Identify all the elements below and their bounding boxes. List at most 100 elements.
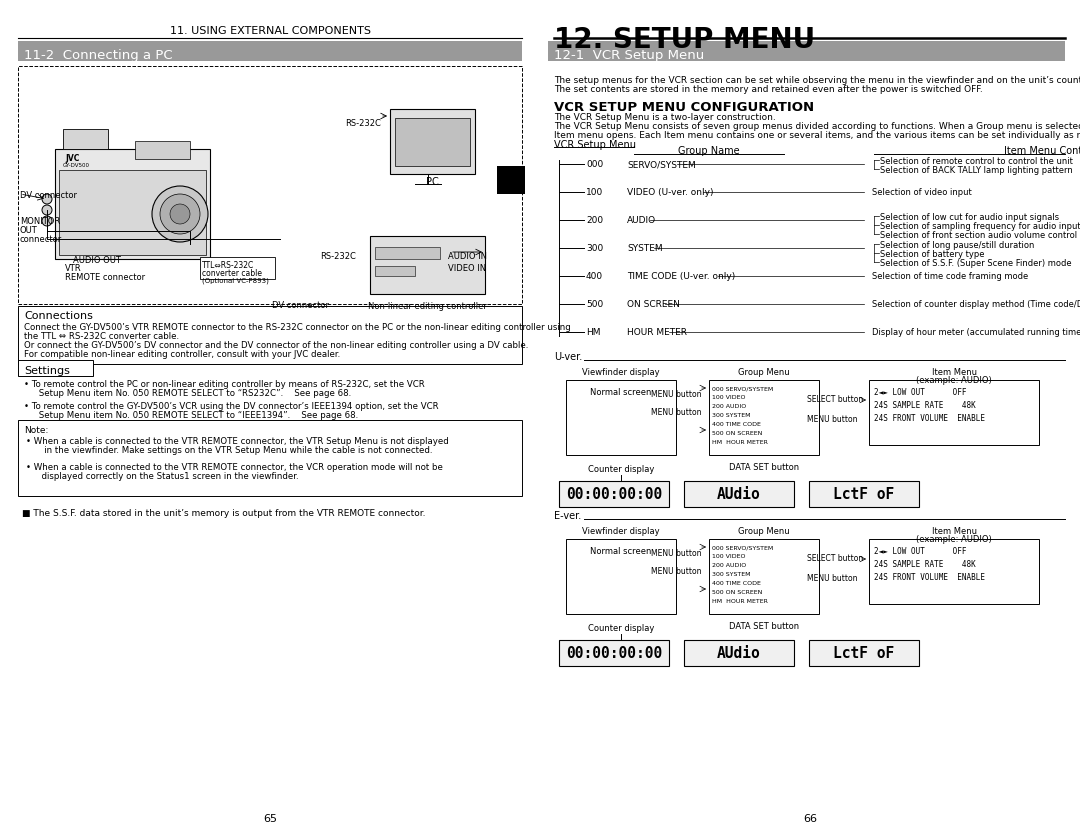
Bar bbox=[548, 41, 1065, 61]
Text: ■ The S.S.F. data stored in the unit’s memory is output from the VTR REMOTE conn: ■ The S.S.F. data stored in the unit’s m… bbox=[22, 509, 426, 518]
Text: 2◄► LOW OUT      OFF: 2◄► LOW OUT OFF bbox=[874, 388, 967, 397]
Bar bbox=[809, 481, 919, 507]
Text: 300 SYSTEM: 300 SYSTEM bbox=[712, 572, 751, 577]
Text: The VCR Setup Menu consists of seven group menus divided according to functions.: The VCR Setup Menu consists of seven gro… bbox=[554, 122, 1080, 131]
Circle shape bbox=[152, 186, 208, 242]
Text: 400: 400 bbox=[586, 272, 603, 281]
Text: 100 VIDEO: 100 VIDEO bbox=[712, 395, 745, 400]
Text: DV connector: DV connector bbox=[271, 301, 328, 310]
Text: 500 ON SCREEN: 500 ON SCREEN bbox=[712, 590, 762, 595]
Bar bbox=[375, 266, 415, 276]
Text: 000 SERVO/SYSTEM: 000 SERVO/SYSTEM bbox=[712, 545, 773, 550]
Bar bbox=[18, 360, 93, 376]
Text: AUDIO OUT: AUDIO OUT bbox=[73, 256, 121, 265]
Text: DATA SET button: DATA SET button bbox=[729, 622, 799, 631]
Text: Display of hour meter (accumulated running time of head drum): Display of hour meter (accumulated runni… bbox=[872, 328, 1080, 337]
Bar bbox=[566, 380, 676, 455]
Text: 66: 66 bbox=[804, 814, 816, 824]
Text: SYSTEM: SYSTEM bbox=[627, 244, 663, 253]
Bar bbox=[809, 640, 919, 666]
Text: 11. USING EXTERNAL COMPONENTS: 11. USING EXTERNAL COMPONENTS bbox=[170, 26, 370, 36]
Text: 2◄► LOW OUT      OFF: 2◄► LOW OUT OFF bbox=[874, 547, 967, 556]
Text: VCR Setup Menu: VCR Setup Menu bbox=[554, 140, 636, 150]
Text: converter cable: converter cable bbox=[202, 269, 262, 278]
Text: Selection of video input: Selection of video input bbox=[872, 188, 972, 197]
Circle shape bbox=[42, 216, 52, 226]
Text: (Optional VC-P893): (Optional VC-P893) bbox=[202, 277, 269, 284]
Text: GY-DV500: GY-DV500 bbox=[63, 163, 90, 168]
Bar bbox=[869, 539, 1039, 604]
Text: Selection of front section audio volume control: Selection of front section audio volume … bbox=[880, 231, 1077, 240]
Bar bbox=[708, 539, 819, 614]
Text: The set contents are stored in the memory and retained even after the power is s: The set contents are stored in the memor… bbox=[554, 85, 983, 94]
Text: 00:00:00:00: 00:00:00:00 bbox=[566, 487, 662, 502]
Text: Selection of remote control to control the unit: Selection of remote control to control t… bbox=[880, 157, 1072, 166]
Text: Non-linear editing controller: Non-linear editing controller bbox=[367, 302, 486, 311]
Text: the TTL ⇔ RS-232C converter cable.: the TTL ⇔ RS-232C converter cable. bbox=[24, 332, 179, 341]
Text: Group Menu: Group Menu bbox=[739, 368, 789, 377]
Circle shape bbox=[42, 205, 52, 215]
Text: in the viewfinder. Make settings on the VTR Setup Menu while the cable is not co: in the viewfinder. Make settings on the … bbox=[36, 446, 432, 455]
Text: 24S FRONT VOLUME  ENABLE: 24S FRONT VOLUME ENABLE bbox=[874, 573, 985, 582]
Text: 000: 000 bbox=[586, 160, 604, 169]
Circle shape bbox=[42, 194, 52, 204]
Text: DATA SET button: DATA SET button bbox=[729, 463, 799, 472]
Text: 65: 65 bbox=[264, 814, 276, 824]
Text: 100: 100 bbox=[586, 188, 604, 197]
Text: Settings: Settings bbox=[24, 366, 70, 376]
Text: Selection of counter display method (Time code/Date/Time): Selection of counter display method (Tim… bbox=[872, 300, 1080, 309]
Text: 24S FRONT VOLUME  ENABLE: 24S FRONT VOLUME ENABLE bbox=[874, 414, 985, 423]
Text: OUT: OUT bbox=[21, 226, 38, 235]
Text: JVC: JVC bbox=[65, 154, 79, 163]
Bar bbox=[559, 481, 669, 507]
Bar bbox=[684, 481, 794, 507]
Text: VIDEO (U-ver. only): VIDEO (U-ver. only) bbox=[627, 188, 714, 197]
Text: PC: PC bbox=[426, 177, 438, 187]
Text: Or connect the GY-DV500’s DV connector and the DV connector of the non-linear ed: Or connect the GY-DV500’s DV connector a… bbox=[24, 341, 528, 350]
Text: MENU button: MENU button bbox=[651, 567, 702, 576]
Text: Viewfinder display: Viewfinder display bbox=[582, 527, 660, 536]
Text: Viewfinder display: Viewfinder display bbox=[582, 368, 660, 377]
Text: DV connector: DV connector bbox=[21, 191, 77, 200]
Text: SELECT button: SELECT button bbox=[807, 554, 863, 563]
Text: 100 VIDEO: 100 VIDEO bbox=[712, 554, 745, 559]
Bar bbox=[708, 380, 819, 455]
Text: MENU button: MENU button bbox=[651, 549, 702, 558]
Text: • To remote control the GY-DV500’s VCR using the DV connector’s IEEE1394 option,: • To remote control the GY-DV500’s VCR u… bbox=[24, 402, 438, 411]
Text: MENU button: MENU button bbox=[807, 415, 858, 424]
Text: (example: AUDIO): (example: AUDIO) bbox=[916, 535, 991, 544]
Text: Connections: Connections bbox=[24, 311, 93, 321]
Bar bbox=[59, 170, 206, 255]
Text: TIME CODE (U-ver. only): TIME CODE (U-ver. only) bbox=[627, 272, 735, 281]
Text: 400 TIME CODE: 400 TIME CODE bbox=[712, 422, 761, 427]
Bar bbox=[55, 149, 210, 259]
Circle shape bbox=[170, 204, 190, 224]
Text: MENU button: MENU button bbox=[651, 408, 702, 417]
Text: Counter display: Counter display bbox=[588, 624, 654, 633]
Text: 24S SAMPLE RATE    48K: 24S SAMPLE RATE 48K bbox=[874, 401, 975, 410]
Bar bbox=[390, 109, 475, 174]
Text: 200 AUDIO: 200 AUDIO bbox=[712, 563, 746, 568]
Text: U-ver.: U-ver. bbox=[554, 352, 582, 362]
Text: 300: 300 bbox=[586, 244, 604, 253]
Text: Selection of battery type: Selection of battery type bbox=[880, 250, 985, 259]
Text: LctF oF: LctF oF bbox=[834, 646, 894, 661]
Text: VTR: VTR bbox=[65, 264, 82, 273]
Text: Selection of time code framing mode: Selection of time code framing mode bbox=[872, 272, 1028, 281]
Text: REMOTE connector: REMOTE connector bbox=[65, 273, 145, 282]
Text: E-ver.: E-ver. bbox=[554, 511, 581, 521]
Text: HOUR METER: HOUR METER bbox=[627, 328, 687, 337]
Text: AUDIO IN: AUDIO IN bbox=[448, 252, 487, 261]
Bar bbox=[370, 236, 485, 294]
Text: 500: 500 bbox=[586, 300, 604, 309]
Bar bbox=[684, 640, 794, 666]
Text: (example: AUDIO): (example: AUDIO) bbox=[916, 376, 991, 385]
Text: 400 TIME CODE: 400 TIME CODE bbox=[712, 581, 761, 586]
Bar bbox=[869, 380, 1039, 445]
Text: The setup menus for the VCR section can be set while observing the menu in the v: The setup menus for the VCR section can … bbox=[554, 76, 1080, 85]
Bar bbox=[566, 539, 676, 614]
Text: Normal screen: Normal screen bbox=[591, 547, 651, 556]
Text: HM  HOUR METER: HM HOUR METER bbox=[712, 599, 768, 604]
Text: • To remote control the PC or non-linear editing controller by means of RS-232C,: • To remote control the PC or non-linear… bbox=[24, 380, 424, 389]
Text: ON SCREEN: ON SCREEN bbox=[627, 300, 680, 309]
